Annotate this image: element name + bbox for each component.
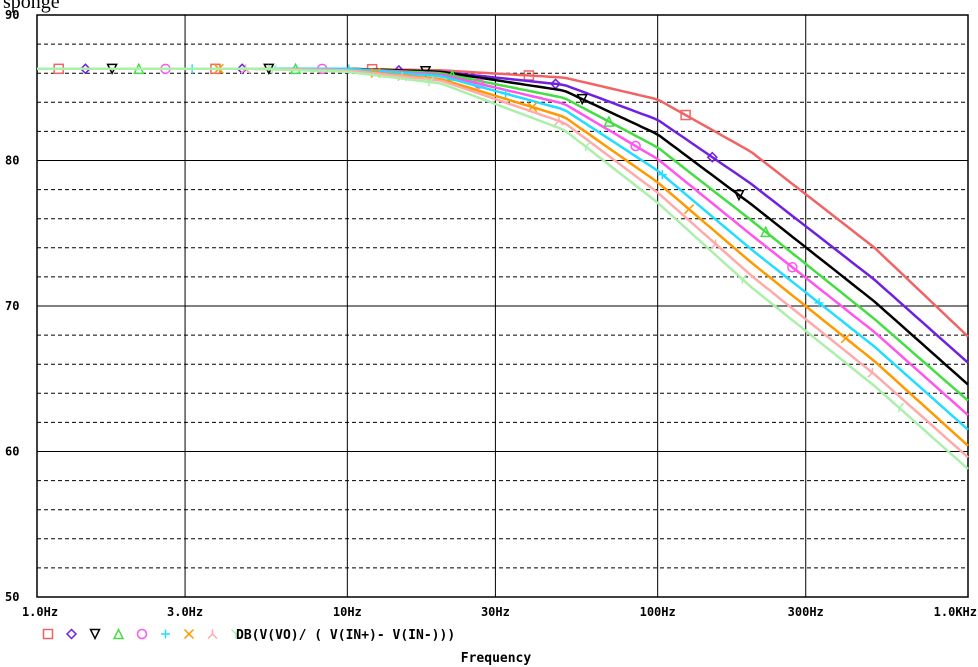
marker-y (580, 141, 591, 152)
marker-y (737, 274, 748, 284)
marker-y (230, 628, 242, 639)
y-tick-label: 90 (5, 8, 19, 22)
series-plus (37, 64, 969, 431)
marker-x (683, 204, 695, 215)
marker-plus (814, 298, 824, 308)
marker-diamond (706, 151, 718, 163)
marker-diamond (65, 628, 78, 640)
series-y (37, 64, 969, 470)
x-tick-label: 30Hz (481, 605, 510, 619)
marker-inverted-y (710, 239, 721, 250)
series-diamond (37, 63, 969, 364)
marker-square (680, 109, 691, 121)
x-tick-label: 1.0Hz (22, 605, 58, 619)
series-line (37, 67, 969, 470)
marker-plus (161, 629, 170, 639)
series-line (37, 67, 969, 402)
marker-inverted-y (207, 629, 218, 640)
marker-x (840, 333, 851, 344)
x-tick-label: 300Hz (788, 605, 824, 619)
marker-y (423, 76, 434, 87)
marker-plus (657, 170, 667, 180)
legend: DB(V(VO)/ ( V(IN+)- V(IN-))) (42, 627, 455, 643)
clipped-heading: sponge (3, 0, 60, 13)
marker-diamond (79, 63, 91, 75)
y-tick-label: 80 (5, 154, 19, 168)
marker-circle (787, 262, 798, 273)
marker-plus (501, 89, 511, 99)
series-line (37, 67, 969, 459)
x-axis-title: Frequency (461, 651, 532, 666)
y-tick-label: 50 (5, 590, 19, 604)
marker-square (42, 628, 54, 640)
marker-y (267, 64, 278, 74)
x-tick-label: 1.0KHz (934, 605, 977, 619)
series-line (37, 67, 969, 364)
marker-triangle-down (576, 93, 588, 106)
series-inverted-y (37, 64, 969, 459)
marker-circle (136, 628, 148, 640)
marker-x (183, 628, 195, 640)
x-tick-label: 3.0Hz (167, 605, 203, 619)
marker-triangle-down (89, 628, 101, 641)
marker-triangle-up (759, 225, 772, 238)
series-x (37, 63, 969, 447)
series-line (37, 67, 969, 417)
x-tick-label: 100Hz (640, 605, 676, 619)
marker-circle (630, 140, 641, 152)
marker-triangle-down (733, 189, 745, 202)
marker-inverted-y (553, 116, 565, 126)
marker-triangle-up (603, 115, 615, 127)
marker-triangle-up (112, 627, 125, 640)
series-circle (37, 63, 969, 417)
series-line (37, 67, 969, 431)
marker-circle (473, 78, 485, 89)
plot-frame (36, 14, 969, 598)
marker-inverted-y (867, 368, 878, 378)
y-tick-label: 60 (5, 445, 19, 459)
y-tick-label: 70 (5, 299, 19, 313)
marker-y (894, 402, 905, 413)
series-line (37, 67, 969, 447)
x-tick-label: 10Hz (333, 605, 362, 619)
legend-label: DB(V(VO)/ ( V(IN+)- V(IN-))) (236, 628, 455, 643)
